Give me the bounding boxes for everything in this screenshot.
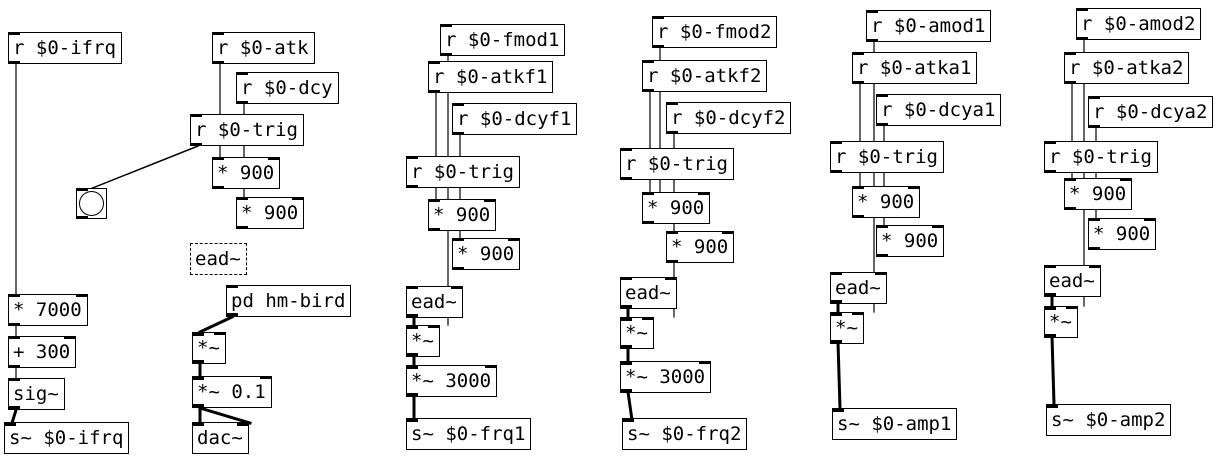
cord <box>89 145 199 190</box>
sig-object[interactable]: sig~ <box>8 378 65 410</box>
receive-atkf2-object[interactable]: r $0-atkf2 <box>642 60 768 92</box>
receive-dcyf1-object[interactable]: r $0-dcyf1 <box>452 103 578 135</box>
receive-amod1-object[interactable]: r $0-amod1 <box>866 10 992 42</box>
cord <box>198 406 252 425</box>
receive-trig-object[interactable]: r $0-trig <box>830 141 944 173</box>
cord <box>836 340 842 410</box>
receive-atk-object[interactable]: r $0-atk <box>212 32 315 64</box>
send-frq1-object[interactable]: s~ $0-frq1 <box>406 418 532 450</box>
signal-multiply-object[interactable]: *~ <box>1044 306 1078 338</box>
cord <box>626 390 634 422</box>
bang-button[interactable] <box>76 188 107 219</box>
signal-multiply-object[interactable]: *~ <box>192 332 226 364</box>
ead-envelope-object[interactable]: ead~ <box>620 277 677 309</box>
send-frq2-object[interactable]: s~ $0-frq2 <box>622 418 748 450</box>
multiply-7000-object[interactable]: * 7000 <box>8 294 88 326</box>
signal-multiply-object[interactable]: *~ <box>406 325 440 357</box>
receive-fmod1-object[interactable]: r $0-fmod1 <box>440 24 566 56</box>
receive-fmod2-object[interactable]: r $0-fmod2 <box>652 16 778 48</box>
multiply-900-decay-object[interactable]: * 900 <box>452 238 521 270</box>
receive-atka2-object[interactable]: r $0-atka2 <box>1064 52 1190 84</box>
signal-multiply-3000-object[interactable]: *~ 3000 <box>620 361 712 393</box>
send-amp2-object[interactable]: s~ $0-amp2 <box>1046 404 1172 436</box>
cord <box>1050 334 1056 406</box>
signal-multiply-3000-object[interactable]: *~ 3000 <box>406 365 498 397</box>
receive-trig-object[interactable]: r $0-trig <box>406 156 520 188</box>
multiply-900-attack-object[interactable]: * 900 <box>1064 178 1133 210</box>
signal-multiply-object[interactable]: *~ <box>620 317 654 349</box>
send-ifrq-object[interactable]: s~ $0-ifrq <box>4 422 130 454</box>
dac-object[interactable]: dac~ <box>192 422 249 454</box>
receive-dcy-object[interactable]: r $0-dcy <box>236 72 339 104</box>
receive-atkf1-object[interactable]: r $0-atkf1 <box>428 61 554 93</box>
multiply-900-decay-object[interactable]: * 900 <box>666 231 735 263</box>
ead-envelope-object[interactable]: ead~ <box>830 272 887 304</box>
add-300-object[interactable]: + 300 <box>8 336 77 368</box>
pd-hm-bird-subpatch[interactable]: pd hm-bird <box>226 285 352 317</box>
receive-dcyf2-object[interactable]: r $0-dcyf2 <box>666 102 792 134</box>
receive-trig-object[interactable]: r $0-trig <box>1044 141 1158 173</box>
send-amp1-object[interactable]: s~ $0-amp1 <box>832 408 958 440</box>
multiply-900-decay-object[interactable]: * 900 <box>236 197 305 229</box>
signal-multiply-0.1-object[interactable]: *~ 0.1 <box>192 376 272 408</box>
ead-envelope-object[interactable]: ead~ <box>406 286 463 318</box>
multiply-900-decay-object[interactable]: * 900 <box>1088 218 1157 250</box>
receive-trig-object[interactable]: r $0-trig <box>190 114 304 146</box>
multiply-900-attack-object[interactable]: * 900 <box>852 186 921 218</box>
receive-atka1-object[interactable]: r $0-atka1 <box>852 52 978 84</box>
multiply-900-decay-object[interactable]: * 900 <box>876 225 945 257</box>
multiply-900-attack-object[interactable]: * 900 <box>642 192 711 224</box>
multiply-900-attack-object[interactable]: * 900 <box>212 157 281 189</box>
ead-envelope-object[interactable]: ead~ <box>1044 265 1101 297</box>
ead-envelope-object[interactable]: ead~ <box>190 243 247 275</box>
receive-dcya1-object[interactable]: r $0-dcya1 <box>876 94 1002 126</box>
receive-amod2-object[interactable]: r $0-amod2 <box>1076 8 1202 40</box>
receive-trig-object[interactable]: r $0-trig <box>620 148 734 180</box>
receive-ifrq-object[interactable]: r $0-ifrq <box>8 32 122 64</box>
multiply-900-attack-object[interactable]: * 900 <box>428 199 497 231</box>
cord <box>198 315 234 334</box>
receive-dcya2-object[interactable]: r $0-dcya2 <box>1088 96 1214 128</box>
bang-circle-icon <box>79 191 104 216</box>
signal-multiply-object[interactable]: *~ <box>830 312 864 344</box>
